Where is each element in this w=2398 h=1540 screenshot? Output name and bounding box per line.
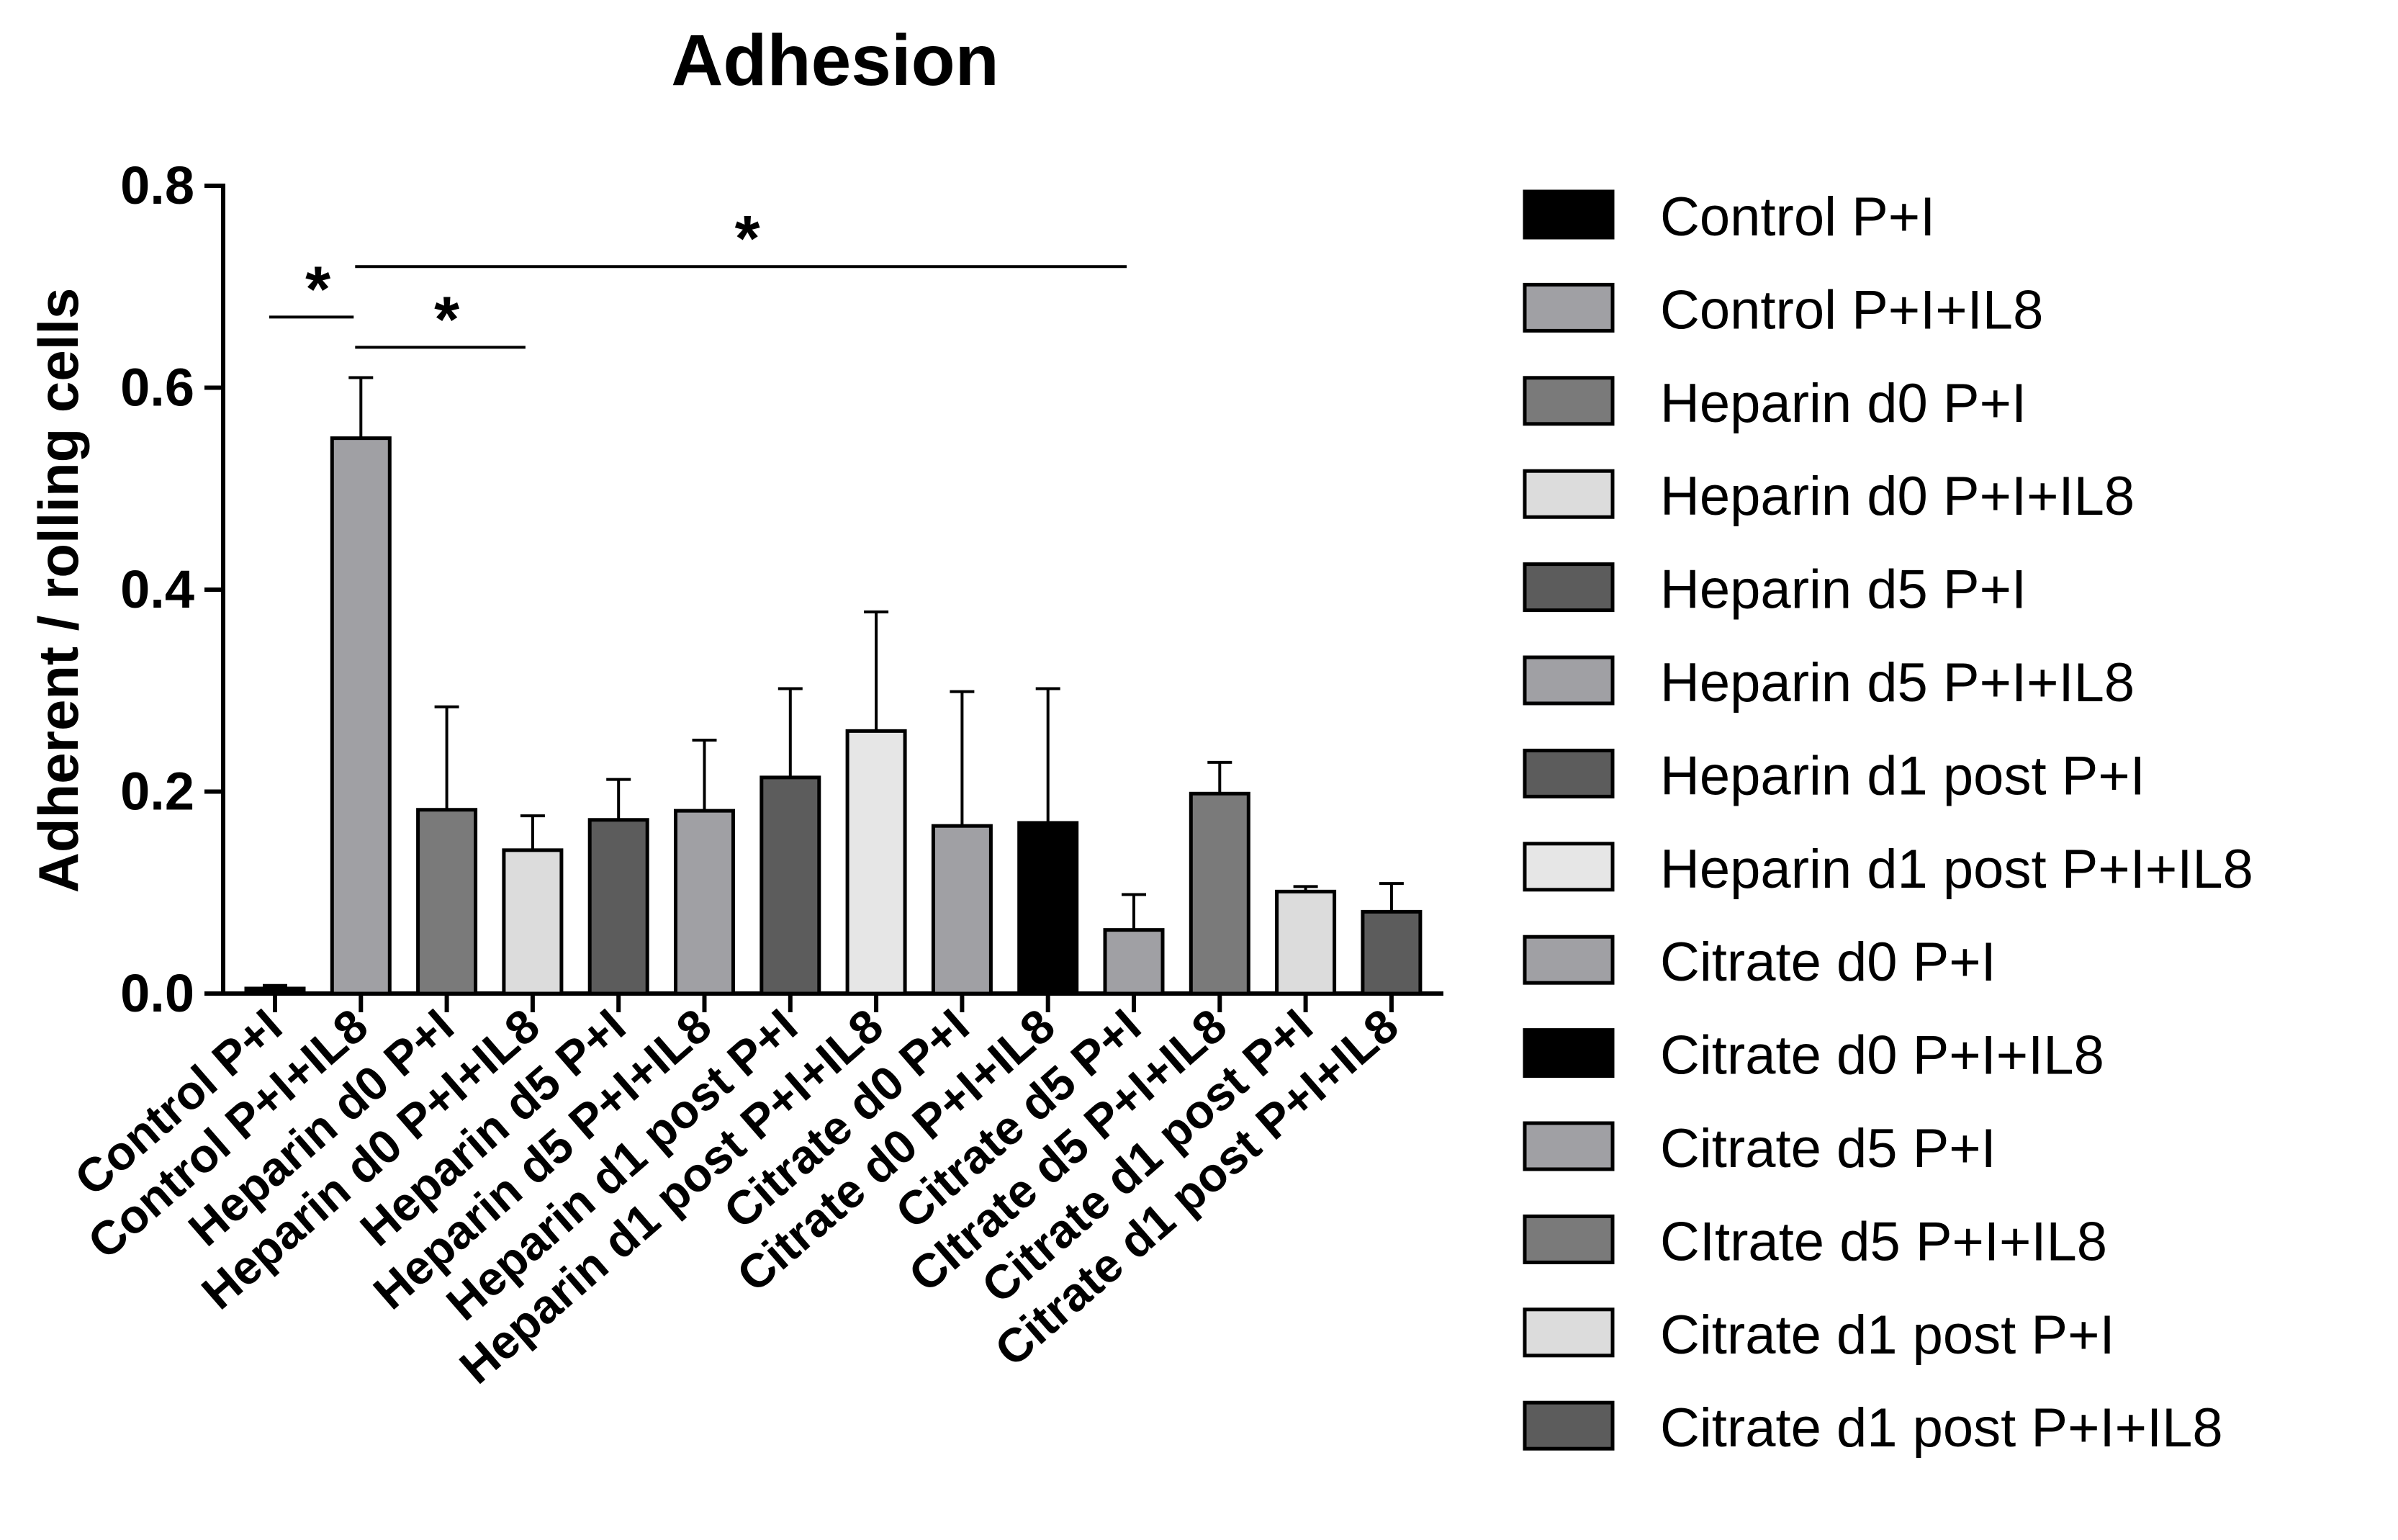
bar [1361,909,1423,996]
bar [1275,889,1337,996]
legend-swatch [1523,1400,1615,1451]
bar [931,824,993,996]
bar [416,808,478,996]
legend-swatch [1523,655,1615,706]
legend-label: Heparin d5 P+I+IL8 [1660,652,2135,713]
legend-label: Citrate d0 P+I [1660,932,1996,993]
legend-swatch [1523,469,1615,519]
legend-label: Heparin d1 post P+I [1660,745,2145,806]
bar [502,848,564,996]
legend-label: Control P+I+IL8 [1660,279,2043,341]
y-tick-label: 0.2 [120,762,194,821]
bars-group [244,376,1423,1012]
bar [1103,928,1165,996]
bar [1189,791,1250,996]
legend-swatch [1523,189,1615,240]
legend-label: Citrate d5 P+I [1660,1118,1996,1179]
legend-swatch [1523,1121,1615,1171]
bar [587,818,649,996]
y-axis-ticks: 0.0 0.2 0.4 0.6 0.8 [120,156,223,1023]
legend-label: Heparin d0 P+I+IL8 [1660,466,2135,527]
y-tick-label: 0.6 [120,358,194,418]
bar [845,729,907,996]
y-axis-title: Adherent / rolling cells [27,288,90,893]
bar [759,775,821,996]
legend-label: Control P+I [1660,186,1935,248]
bar [330,436,392,996]
legend-swatch [1523,376,1615,426]
significance-asterisk: * [434,284,459,356]
legend-swatch [1523,282,1615,333]
significance-asterisk: * [735,203,760,275]
y-tick-label: 0.4 [120,559,194,619]
significance-asterisk: * [305,253,330,325]
significance-annotations: * * * [269,203,1127,356]
chart-title: Adhesion [671,20,999,101]
legend-label: CItrate d5 P+I+IL8 [1660,1211,2107,1272]
legend-label: Heparin d5 P+I [1660,559,2027,621]
legend-swatch [1523,1307,1615,1358]
legend-label: Heparin d1 post P+I+IL8 [1660,839,2253,900]
legend-label: Citrate d0 P+I+IL8 [1660,1025,2104,1086]
legend-swatch [1523,1214,1615,1264]
bar [244,986,306,996]
legend-swatch [1523,562,1615,613]
bar [674,809,735,996]
legend-swatch [1523,935,1615,985]
bar [1017,821,1079,996]
legend-label: Citrate d1 post P+I+IL8 [1660,1397,2223,1459]
legend-label: Citrate d1 post P+I [1660,1305,2115,1366]
y-tick-label: 0.8 [120,156,194,215]
legend: Control P+I Control P+I+IL8 Heparin d0 P+I… [1523,186,2253,1459]
legend-swatch [1523,842,1615,892]
legend-swatch [1523,1028,1615,1079]
legend-label: Heparin d0 P+I [1660,373,2027,434]
legend-swatch [1523,748,1615,798]
y-tick-label: 0.0 [120,963,194,1023]
